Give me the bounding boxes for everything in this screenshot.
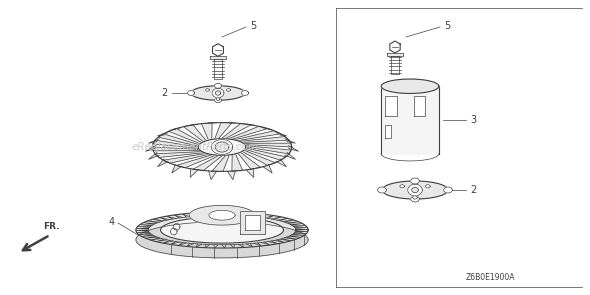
Polygon shape [246, 124, 254, 125]
Polygon shape [158, 133, 168, 136]
Polygon shape [391, 55, 399, 74]
Polygon shape [163, 153, 209, 163]
Polygon shape [176, 155, 216, 168]
Text: 2: 2 [162, 88, 168, 98]
Polygon shape [412, 187, 418, 193]
Polygon shape [188, 91, 195, 96]
Text: 5: 5 [250, 21, 256, 31]
Polygon shape [160, 217, 284, 243]
Polygon shape [212, 155, 230, 171]
Polygon shape [381, 79, 439, 94]
Polygon shape [215, 91, 221, 95]
Polygon shape [215, 142, 229, 152]
Polygon shape [209, 171, 217, 180]
Polygon shape [385, 96, 396, 116]
Polygon shape [149, 153, 159, 159]
Polygon shape [276, 133, 286, 136]
Polygon shape [382, 181, 448, 199]
Text: Z6B0E1900A: Z6B0E1900A [466, 273, 514, 281]
Text: eReplacementParts.com: eReplacementParts.com [132, 142, 258, 152]
Polygon shape [191, 86, 245, 100]
Polygon shape [136, 212, 308, 248]
Text: 2: 2 [470, 185, 476, 195]
Polygon shape [242, 150, 276, 165]
Polygon shape [211, 140, 232, 155]
Polygon shape [215, 123, 232, 139]
Polygon shape [189, 205, 255, 225]
Polygon shape [385, 125, 391, 138]
Polygon shape [232, 154, 242, 171]
Polygon shape [245, 215, 260, 230]
Polygon shape [152, 123, 291, 171]
Polygon shape [209, 210, 235, 220]
Polygon shape [228, 171, 235, 180]
Polygon shape [152, 147, 201, 151]
Polygon shape [172, 164, 181, 173]
Polygon shape [221, 124, 251, 139]
Polygon shape [212, 44, 224, 56]
Polygon shape [400, 185, 405, 188]
Polygon shape [263, 164, 272, 173]
Polygon shape [425, 185, 430, 188]
Polygon shape [172, 128, 181, 130]
Polygon shape [411, 196, 419, 202]
Polygon shape [408, 184, 422, 196]
Polygon shape [390, 41, 400, 53]
Polygon shape [158, 159, 168, 167]
Polygon shape [412, 196, 417, 199]
Text: FR.: FR. [43, 222, 60, 231]
Polygon shape [214, 59, 222, 79]
Polygon shape [169, 129, 202, 144]
Polygon shape [444, 187, 453, 193]
Polygon shape [190, 168, 198, 177]
Polygon shape [246, 168, 254, 177]
Polygon shape [240, 137, 289, 142]
Text: 4: 4 [109, 217, 115, 227]
Text: 3: 3 [470, 115, 476, 125]
Polygon shape [276, 159, 286, 167]
Text: 5: 5 [444, 21, 450, 31]
Polygon shape [153, 140, 199, 148]
Polygon shape [378, 187, 386, 193]
Polygon shape [285, 153, 296, 159]
Polygon shape [155, 152, 205, 158]
Polygon shape [215, 98, 221, 103]
Polygon shape [234, 131, 281, 141]
Polygon shape [190, 124, 198, 125]
Polygon shape [183, 125, 206, 142]
Polygon shape [240, 211, 265, 234]
Polygon shape [158, 134, 199, 146]
Polygon shape [215, 83, 221, 88]
Polygon shape [411, 178, 419, 184]
Polygon shape [198, 139, 246, 155]
Polygon shape [216, 98, 220, 100]
Polygon shape [136, 222, 308, 258]
Polygon shape [146, 145, 155, 151]
Polygon shape [210, 56, 226, 59]
Polygon shape [205, 88, 209, 91]
Polygon shape [212, 88, 224, 98]
Polygon shape [289, 145, 299, 151]
Polygon shape [193, 155, 222, 171]
Polygon shape [387, 53, 403, 55]
Polygon shape [245, 148, 286, 160]
Polygon shape [149, 139, 159, 143]
Polygon shape [227, 88, 231, 91]
Polygon shape [414, 96, 425, 116]
Polygon shape [238, 152, 261, 169]
Polygon shape [263, 128, 272, 130]
Polygon shape [241, 91, 248, 96]
Polygon shape [243, 143, 291, 147]
Polygon shape [285, 139, 296, 143]
Polygon shape [201, 123, 212, 140]
Polygon shape [381, 86, 439, 154]
Polygon shape [228, 126, 268, 139]
Polygon shape [245, 145, 291, 154]
